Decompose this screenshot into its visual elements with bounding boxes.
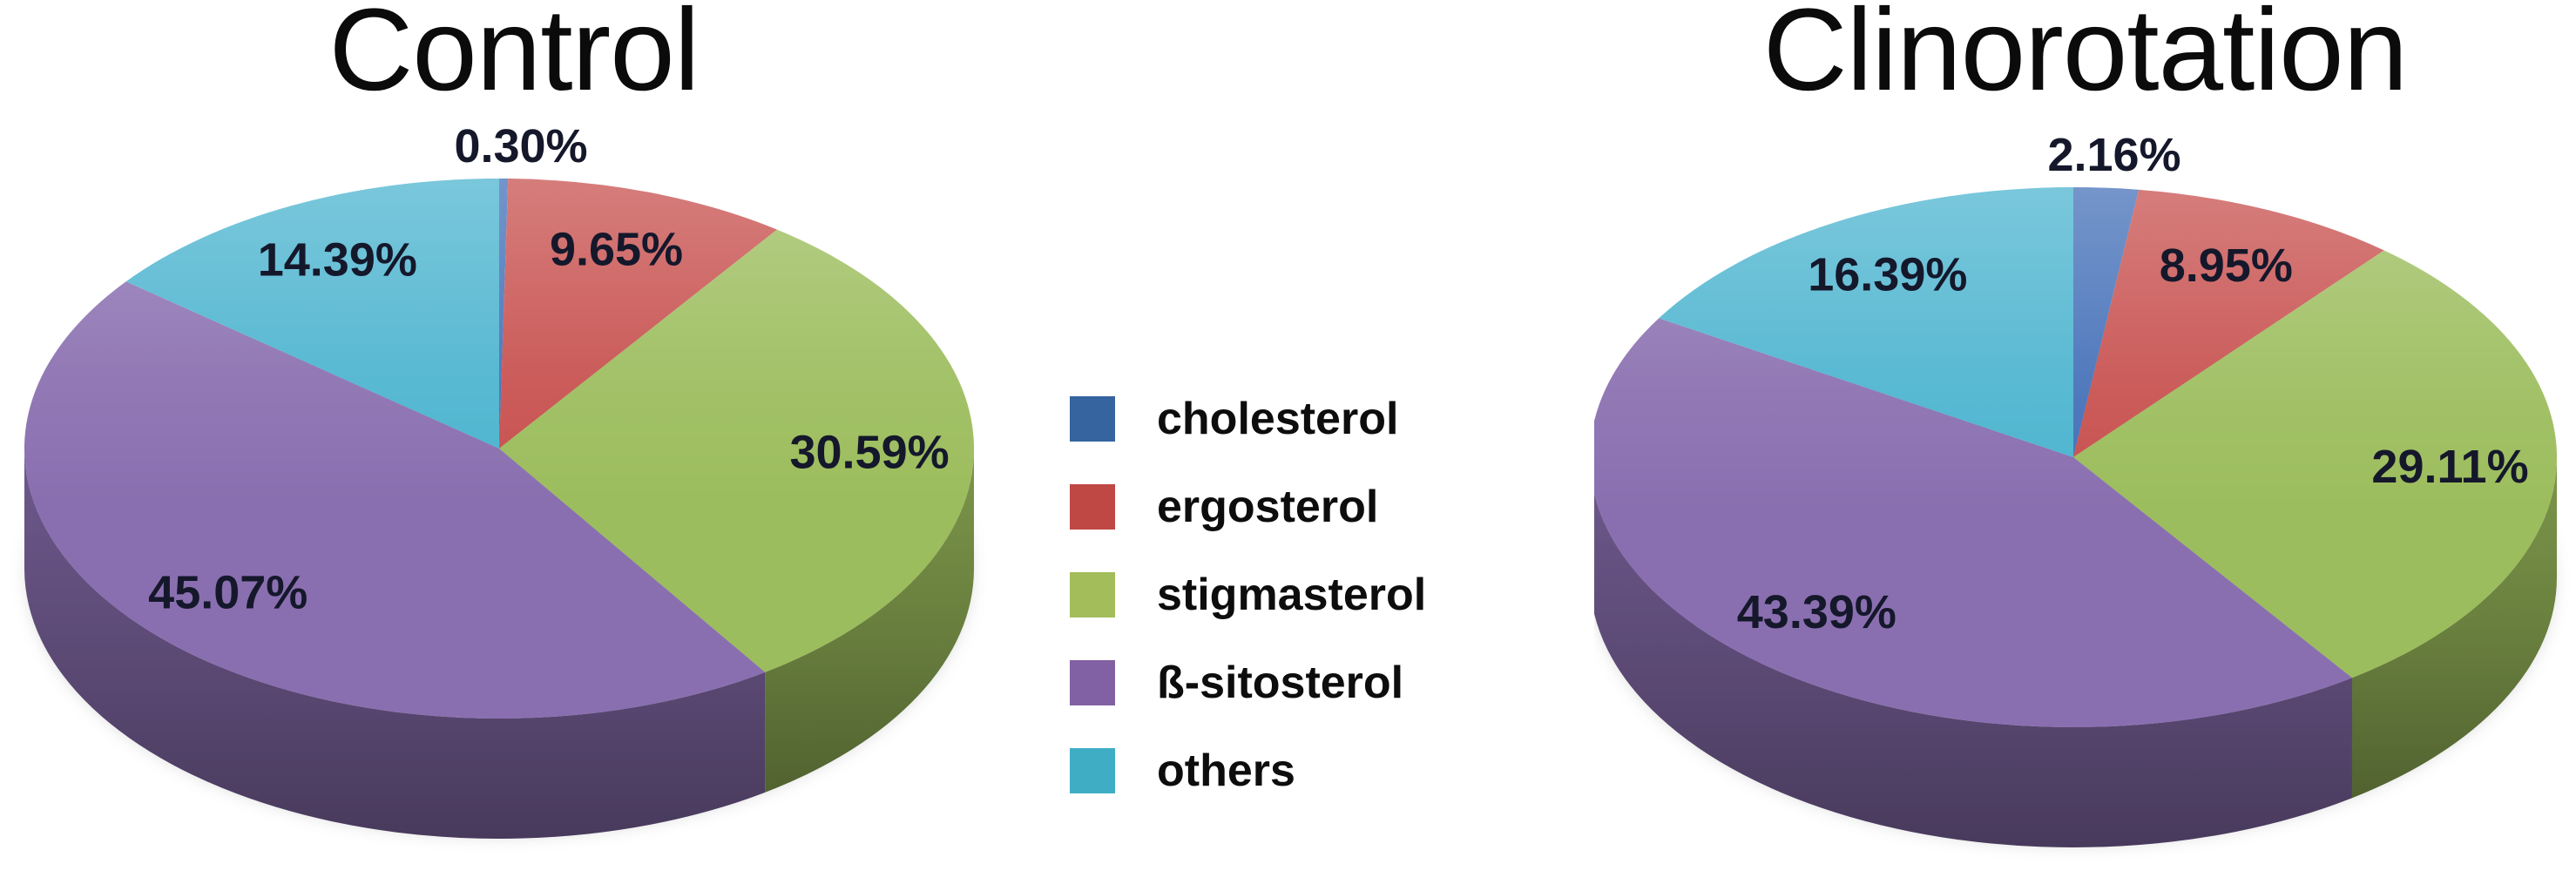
legend-label: cholesterol: [1157, 393, 1399, 444]
legend-item-sitosterol: ß-sitosterol: [1070, 638, 1426, 726]
legend-swatch-icon: [1070, 395, 1115, 442]
slice-label-sitosterol: 43.39%: [1737, 586, 1897, 638]
legend-label: ß-sitosterol: [1157, 657, 1404, 708]
legend-item-cholesterol: cholesterol: [1070, 375, 1426, 462]
legend-item-others: others: [1070, 726, 1426, 814]
pie-chart-control: Control 0.30% 9.65% 30.59% 45.07% 14.39%: [0, 0, 1028, 884]
slice-label-stigmasterol: 30.59%: [789, 427, 949, 479]
pie-chart-clinorotation: Clinorotation 2.16% 8.95% 29.11% 43.39% 16.3…: [1594, 0, 2576, 884]
pie-control-svg: 0.30% 9.65% 30.59% 45.07% 14.39%: [24, 120, 975, 839]
chart-title-control: Control: [328, 0, 700, 115]
legend-label: ergosterol: [1157, 481, 1379, 532]
pie-wall-sitosterol: [1594, 493, 2352, 847]
slice-label-others: 14.39%: [258, 233, 417, 286]
legend-item-stigmasterol: stigmasterol: [1070, 550, 1426, 638]
legend-swatch-icon: [1070, 747, 1115, 793]
slice-label-others: 16.39%: [1808, 249, 1967, 301]
slice-label-stigmasterol: 29.11%: [2371, 441, 2528, 493]
slice-label-cholesterol: 2.16%: [2047, 129, 2180, 181]
legend-label: stigmasterol: [1157, 569, 1427, 620]
legend-swatch-icon: [1070, 571, 1115, 617]
legend: cholesterol ergosterol stigmasterol ß-sitos…: [1070, 375, 1426, 814]
legend-label: others: [1157, 745, 1295, 796]
slice-label-ergosterol: 9.65%: [550, 224, 683, 276]
slice-label-sitosterol: 45.07%: [148, 567, 308, 619]
legend-swatch-icon: [1070, 483, 1115, 530]
legend-item-ergosterol: ergosterol: [1070, 462, 1426, 550]
slice-label-ergosterol: 8.95%: [2160, 240, 2293, 292]
legend-swatch-icon: [1070, 659, 1115, 705]
pie-clinorotation-svg: 2.16% 8.95% 29.11% 43.39% 16.39%: [1594, 129, 2558, 847]
slice-label-cholesterol: 0.30%: [454, 120, 587, 172]
pie-wall-sitosterol: [24, 449, 766, 839]
chart-title-clinorotation: Clinorotation: [1762, 0, 2408, 115]
